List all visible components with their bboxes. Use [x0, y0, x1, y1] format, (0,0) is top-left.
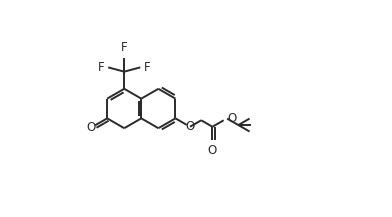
Text: O: O: [86, 121, 96, 134]
Text: F: F: [121, 41, 127, 54]
Text: O: O: [185, 120, 195, 133]
Text: F: F: [98, 61, 105, 74]
Text: O: O: [208, 145, 217, 158]
Text: F: F: [143, 61, 150, 74]
Text: O: O: [227, 112, 236, 125]
